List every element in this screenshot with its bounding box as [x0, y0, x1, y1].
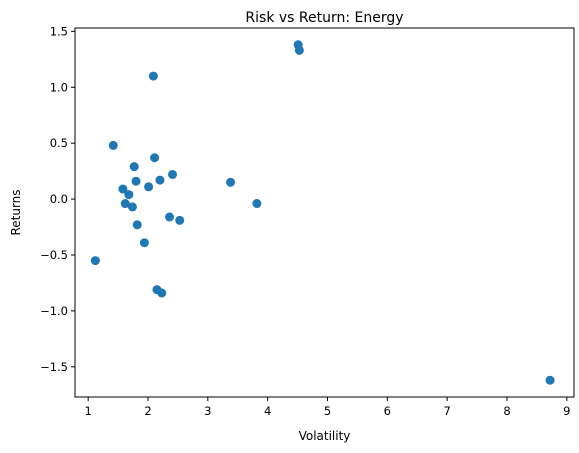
y-tick-label: −1.5 — [40, 360, 68, 374]
data-point-4 — [120, 199, 130, 209]
plot-frame — [74, 27, 575, 398]
data-point-17 — [165, 212, 175, 222]
data-point-12 — [148, 71, 158, 81]
chart-title: Risk vs Return: Energy — [245, 10, 403, 26]
x-tick-label: 2 — [144, 404, 151, 418]
data-point-2 — [108, 140, 118, 150]
y-tick-label: −1.0 — [40, 304, 68, 318]
data-point-1 — [90, 256, 100, 266]
y-tick-label: 1.0 — [50, 80, 68, 94]
data-point-8 — [131, 176, 141, 186]
y-tick-label: 0.0 — [50, 192, 68, 206]
y-tick-label: −0.5 — [40, 248, 68, 262]
y-axis-label: Returns — [9, 189, 23, 235]
x-tick-label: 7 — [443, 404, 450, 418]
data-point-13 — [150, 153, 160, 163]
data-point-15 — [155, 175, 165, 185]
ticks-layer: 1 2 3 4 5 6 7 8 9 −1.5 −1.0 −0.5 0.0 0.5 1.0 1.5 — [40, 24, 570, 418]
x-axis-label: Volatility — [299, 429, 351, 443]
data-point-9 — [132, 220, 142, 230]
x-tick-label: 8 — [503, 404, 510, 418]
data-point-18 — [168, 169, 178, 179]
points-layer — [90, 40, 555, 385]
x-tick-label: 1 — [84, 404, 91, 418]
data-point-19 — [175, 215, 185, 225]
data-point-20 — [226, 177, 236, 187]
data-point-21 — [252, 199, 262, 209]
data-point-24 — [545, 375, 555, 385]
x-tick-label: 4 — [264, 404, 271, 418]
y-tick-label: 0.5 — [50, 136, 68, 150]
x-tick-label: 6 — [384, 404, 391, 418]
data-point-3 — [118, 184, 128, 194]
x-tick-label: 5 — [324, 404, 331, 418]
data-point-11 — [144, 182, 154, 192]
x-tick-label: 9 — [563, 404, 570, 418]
x-tick-label: 3 — [204, 404, 211, 418]
y-tick-label: 1.5 — [50, 24, 68, 38]
data-point-5 — [124, 190, 134, 200]
data-point-16 — [157, 288, 167, 298]
data-point-10 — [139, 238, 149, 248]
data-point-7 — [129, 162, 139, 172]
data-point-6 — [127, 202, 137, 212]
data-point-23 — [294, 45, 304, 55]
